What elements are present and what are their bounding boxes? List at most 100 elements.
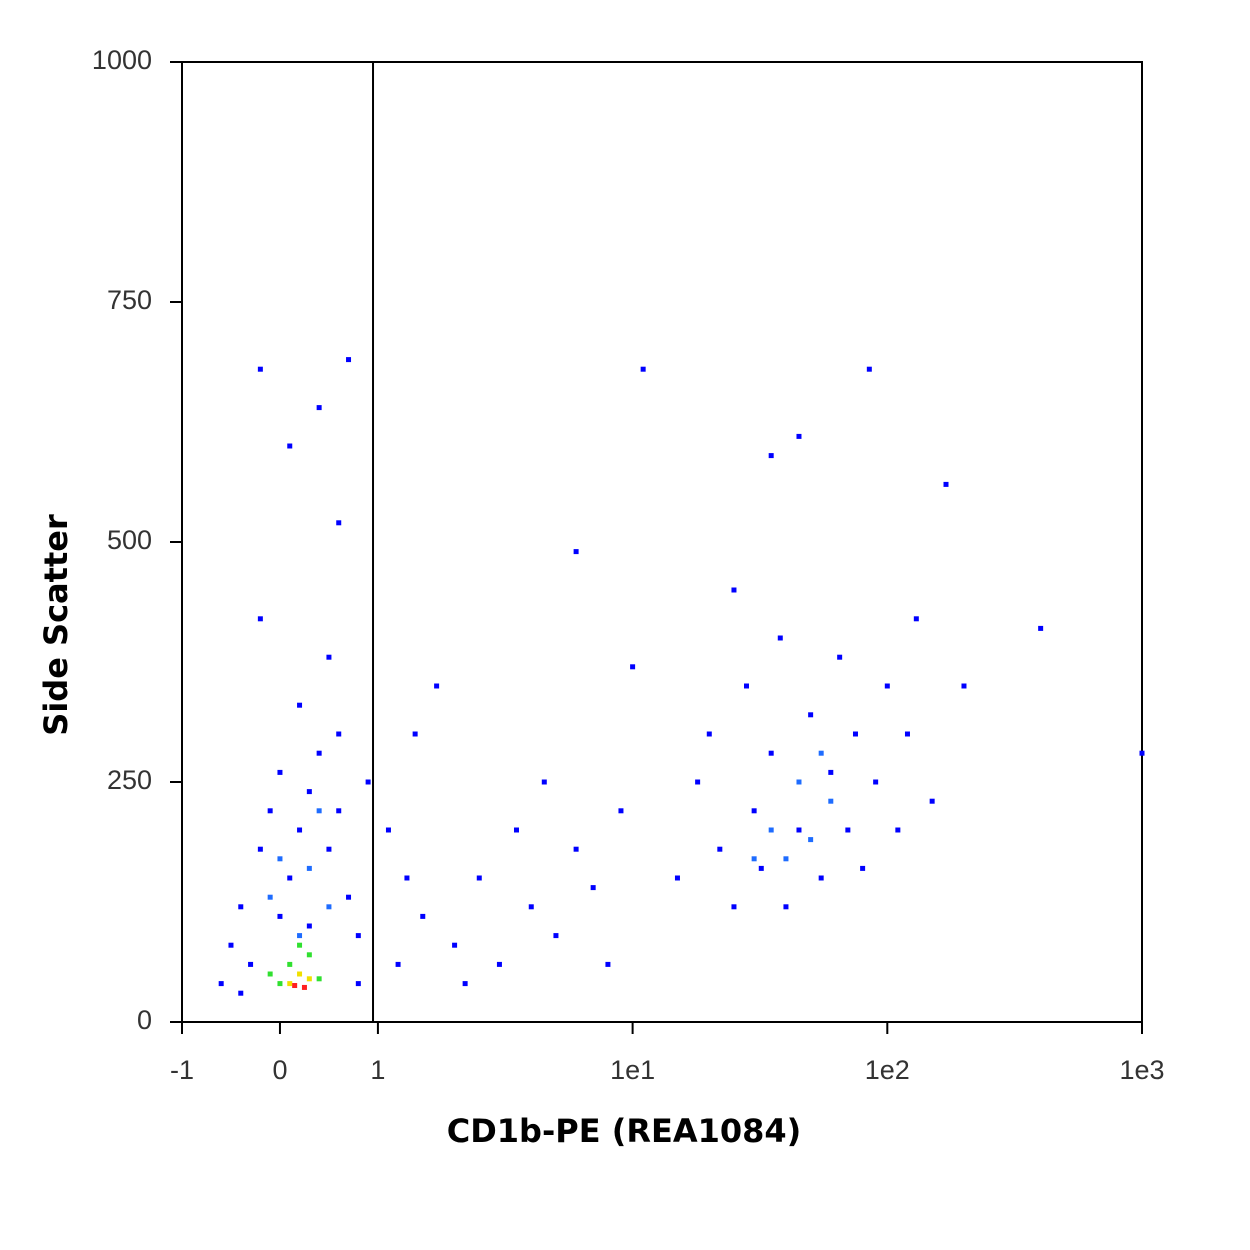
event-point — [590, 885, 596, 891]
y-tick-label: 750 — [107, 285, 152, 315]
event-point — [751, 808, 757, 814]
event-point — [796, 433, 802, 439]
event-point — [837, 654, 843, 660]
event-point — [828, 769, 834, 775]
event-point — [706, 731, 712, 737]
event-point — [267, 971, 273, 977]
event-point — [385, 827, 391, 833]
event-point — [1038, 625, 1044, 631]
event-point — [326, 904, 332, 910]
event-point — [306, 923, 312, 929]
event-point — [674, 875, 680, 881]
event-point — [768, 453, 774, 459]
event-point — [873, 779, 879, 785]
event-point — [541, 779, 547, 785]
event-point — [777, 635, 783, 641]
event-point — [852, 731, 858, 737]
event-point — [866, 366, 872, 372]
x-axis-title: CD1b-PE (REA1084) — [447, 1112, 802, 1150]
event-point — [695, 779, 701, 785]
y-tick-label: 0 — [137, 1005, 152, 1035]
event-point — [462, 981, 468, 987]
event-point — [292, 983, 298, 989]
event-point — [277, 856, 283, 862]
plot-frame — [181, 61, 1143, 1023]
event-point — [346, 357, 352, 363]
event-point — [257, 846, 263, 852]
event-point — [796, 779, 802, 785]
event-point — [306, 789, 312, 795]
event-point — [326, 654, 332, 660]
event-point — [818, 750, 824, 756]
event-point — [818, 875, 824, 881]
event-point — [845, 827, 851, 833]
event-point — [884, 683, 890, 689]
event-point — [297, 933, 303, 939]
event-point — [573, 549, 579, 555]
event-point — [326, 846, 332, 852]
event-point — [238, 904, 244, 910]
event-point — [287, 981, 293, 987]
event-point — [228, 942, 234, 948]
event-point — [306, 865, 312, 871]
event-point — [297, 827, 303, 833]
y-tick-label: 1000 — [92, 45, 152, 75]
event-point — [913, 616, 919, 622]
event-point — [943, 481, 949, 487]
event-point — [553, 933, 559, 939]
event-point — [513, 827, 519, 833]
y-axis-title: Side Scatter — [37, 514, 75, 736]
y-tick-label: 500 — [107, 525, 152, 555]
event-point — [218, 981, 224, 987]
event-point — [808, 837, 814, 843]
event-point — [297, 702, 303, 708]
y-tick-label: 250 — [107, 765, 152, 795]
event-point — [904, 731, 910, 737]
event-point — [355, 981, 361, 987]
event-point — [316, 976, 322, 982]
event-point — [783, 904, 789, 910]
event-point — [1139, 750, 1145, 756]
event-point — [238, 990, 244, 996]
x-tick-label: 1e1 — [610, 1055, 655, 1085]
event-point — [316, 750, 322, 756]
event-point — [808, 712, 814, 718]
event-point — [420, 913, 426, 919]
event-point — [630, 664, 636, 670]
event-point — [267, 808, 273, 814]
event-point — [452, 942, 458, 948]
event-point — [404, 875, 410, 881]
x-tick-label: 1e3 — [1119, 1055, 1164, 1085]
event-point — [316, 405, 322, 411]
event-point — [961, 683, 967, 689]
event-point — [355, 933, 361, 939]
event-point — [605, 961, 611, 967]
event-point — [573, 846, 579, 852]
event-point — [301, 984, 307, 990]
event-point — [768, 827, 774, 833]
event-point — [287, 875, 293, 881]
event-point — [895, 827, 901, 833]
event-point — [796, 827, 802, 833]
event-point — [306, 976, 312, 982]
event-point — [717, 846, 723, 852]
event-point — [316, 808, 322, 814]
event-point — [731, 587, 737, 593]
event-point — [287, 443, 293, 449]
x-tick-label: 1 — [370, 1055, 385, 1085]
event-point — [412, 731, 418, 737]
event-point — [744, 683, 750, 689]
event-point — [731, 904, 737, 910]
event-point — [768, 750, 774, 756]
event-point — [257, 366, 263, 372]
event-point — [277, 769, 283, 775]
event-point — [929, 798, 935, 804]
event-point — [257, 616, 263, 622]
event-point — [336, 808, 342, 814]
event-point — [277, 913, 283, 919]
event-point — [267, 894, 273, 900]
event-point — [297, 942, 303, 948]
event-point — [758, 865, 764, 871]
event-point — [336, 520, 342, 526]
event-point — [365, 779, 371, 785]
